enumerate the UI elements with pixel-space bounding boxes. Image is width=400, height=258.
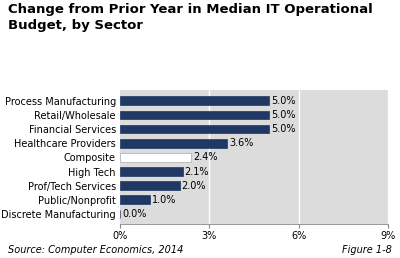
Text: 2.1%: 2.1% [185,166,209,176]
Bar [120,139,227,148]
Bar [120,167,182,176]
Text: 2.4%: 2.4% [194,152,218,162]
Bar [120,96,269,105]
Text: Figure 1-8: Figure 1-8 [342,245,392,255]
Bar [120,125,269,133]
Text: 5.0%: 5.0% [271,96,296,106]
Text: 5.0%: 5.0% [271,110,296,120]
Text: Change from Prior Year in Median IT Operational
Budget, by Sector: Change from Prior Year in Median IT Oper… [8,3,373,31]
Bar [120,196,150,204]
Text: 2.0%: 2.0% [182,181,206,191]
Bar [120,153,192,162]
Text: Source: Computer Economics, 2014: Source: Computer Economics, 2014 [8,245,183,255]
Text: 1.0%: 1.0% [152,195,176,205]
Text: 3.6%: 3.6% [229,138,254,148]
Bar [120,110,269,119]
Text: 5.0%: 5.0% [271,124,296,134]
Bar [120,181,180,190]
Text: 0.0%: 0.0% [122,209,146,219]
